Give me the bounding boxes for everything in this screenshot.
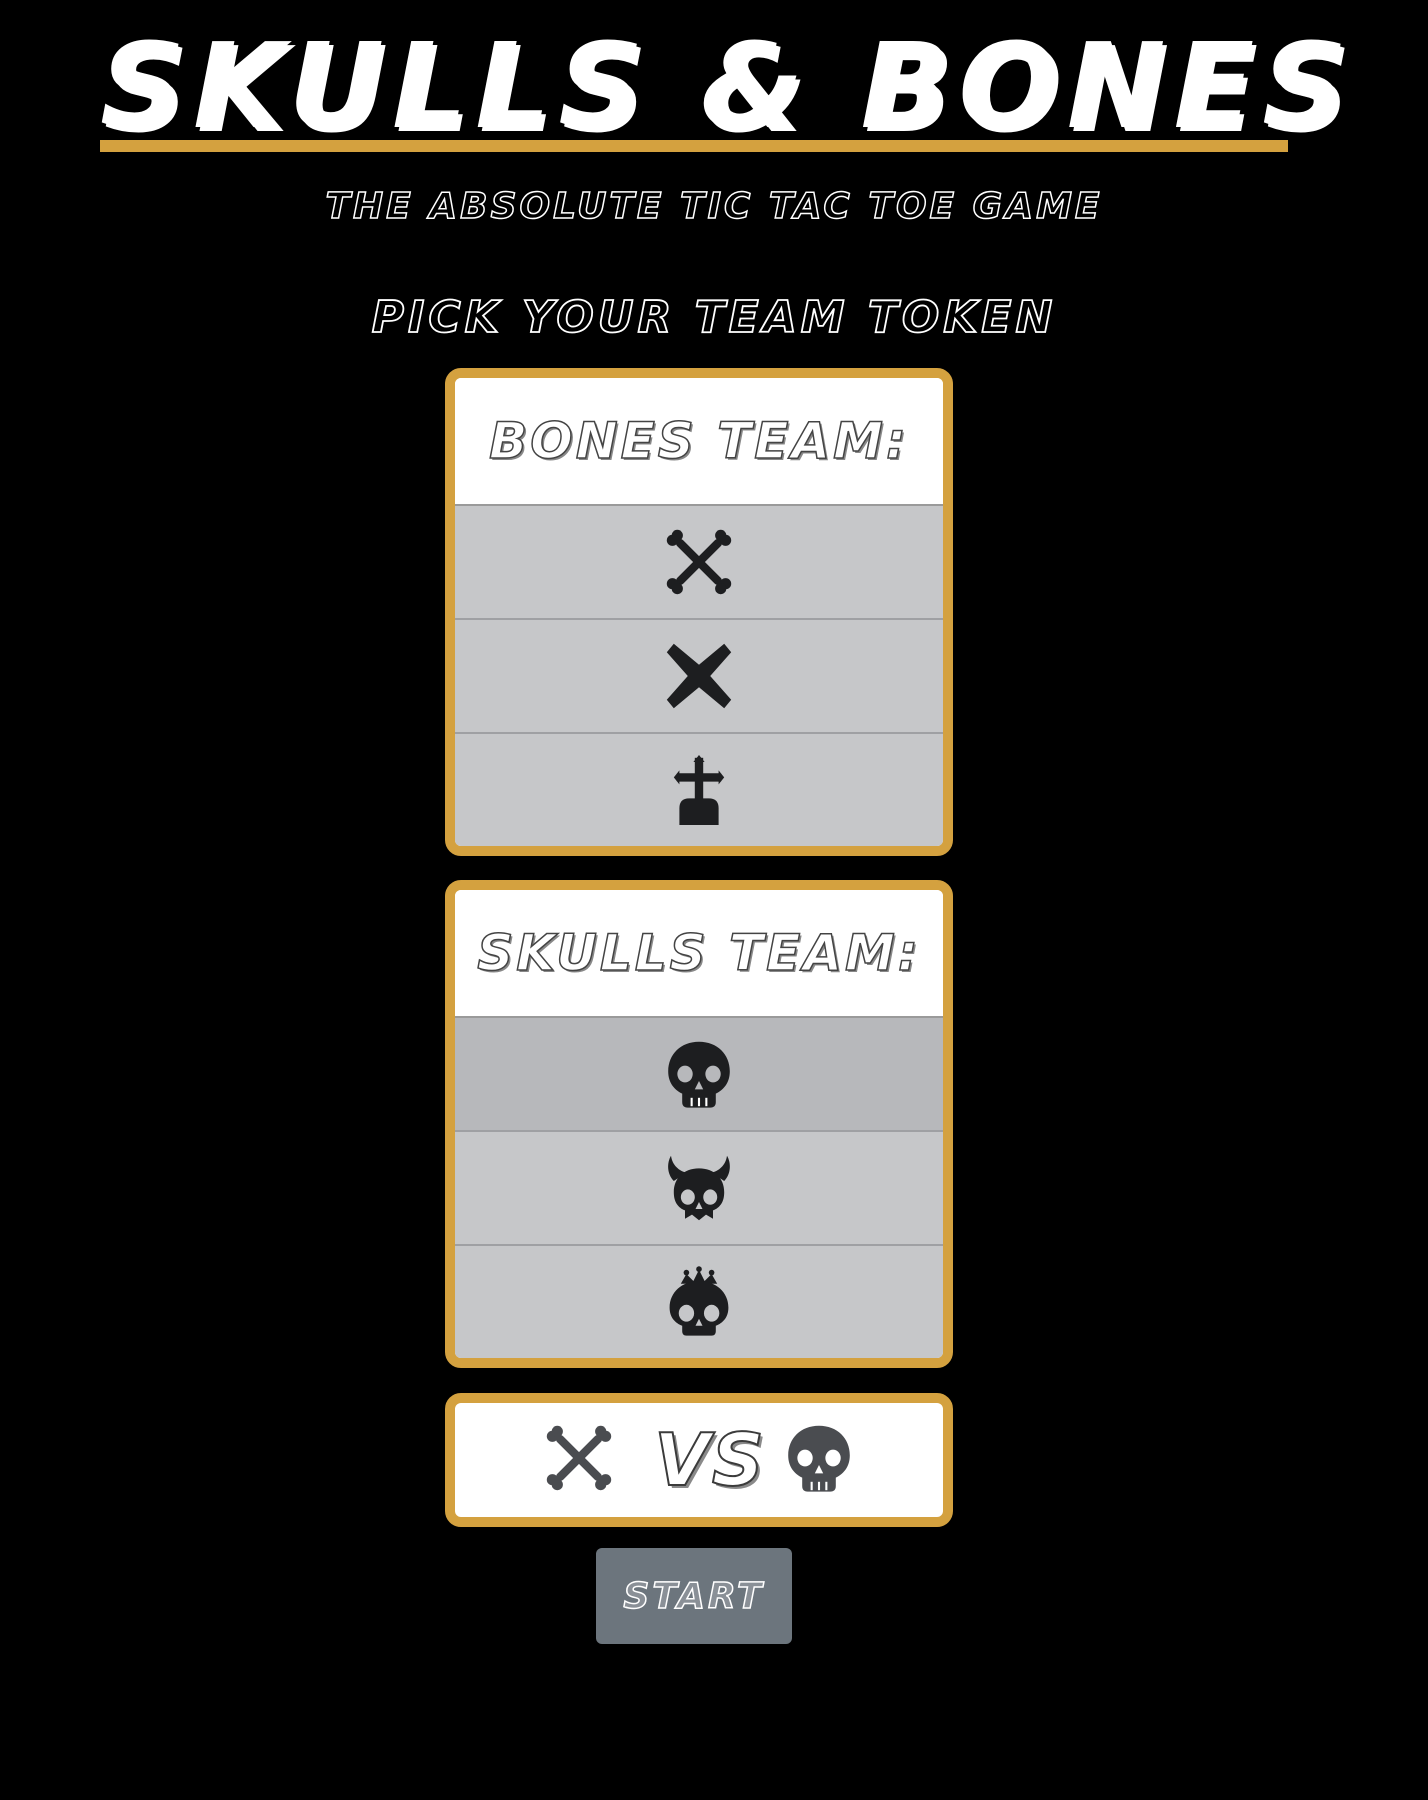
skulls-team-panel: Skulls Team: [445, 880, 953, 1368]
vs-label: VS [653, 1417, 766, 1503]
crossbones-icon [544, 1422, 614, 1494]
matchup-right-token [784, 1422, 854, 1498]
gravestone-cross-icon [664, 752, 734, 828]
title-banner: Skulls & Bones [99, 17, 1356, 155]
skulls-team-label: Skulls Team: [455, 890, 943, 1018]
game-subtitle: The Absolute Tic Tac Toe Game [325, 185, 1103, 228]
title-underline [100, 140, 1288, 152]
token-option-crossbones[interactable] [455, 506, 943, 620]
matchup-display: VS [445, 1393, 953, 1527]
cross-x-icon [664, 638, 734, 714]
bones-team-panel: Bones Team: [445, 368, 953, 856]
skull-icon [664, 1036, 734, 1112]
token-option-crowned-skull[interactable] [455, 1246, 943, 1358]
pick-team-heading: Pick your team token [371, 291, 1057, 344]
token-option-gravestone[interactable] [455, 734, 943, 846]
start-button[interactable]: Start [596, 1548, 792, 1644]
token-option-cross-x[interactable] [455, 620, 943, 734]
game-title: Skulls & Bones [99, 17, 1356, 155]
bones-team-label: Bones Team: [455, 378, 943, 506]
token-option-skull[interactable] [455, 1018, 943, 1132]
token-option-horned-skull[interactable] [455, 1132, 943, 1246]
crowned-skull-icon [664, 1264, 734, 1340]
horned-skull-icon [664, 1150, 734, 1226]
matchup-left-token [544, 1422, 614, 1498]
crossbones-icon [664, 524, 734, 600]
skull-icon [784, 1422, 854, 1494]
